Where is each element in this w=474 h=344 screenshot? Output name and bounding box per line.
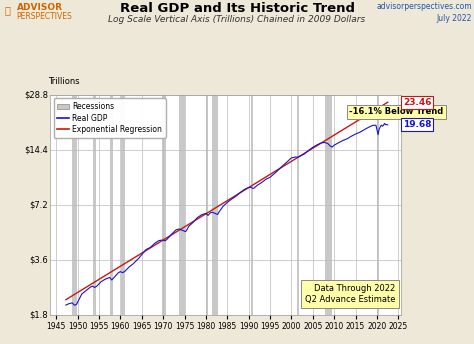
Bar [206,95,208,315]
Text: Data Through 2022
Q2 Advance Estimate: Data Through 2022 Q2 Advance Estimate [305,284,395,304]
Text: $1.8: $1.8 [29,310,48,319]
Text: Trillions: Trillions [48,77,80,86]
Bar [325,95,332,315]
Text: ⭐: ⭐ [5,5,10,15]
Text: 23.46: 23.46 [403,98,431,107]
Text: Real GDP and Its Historic Trend: Real GDP and Its Historic Trend [119,2,355,15]
Text: advisorperspectives.com
July 2022: advisorperspectives.com July 2022 [376,2,472,22]
Text: $28.8: $28.8 [24,90,48,99]
Text: $14.4: $14.4 [24,145,48,154]
Text: 19.68: 19.68 [403,120,431,129]
Bar [72,95,76,315]
Bar [251,95,253,315]
Text: $3.6: $3.6 [29,255,48,264]
Legend: Recessions, Real GDP, Exponential Regression: Recessions, Real GDP, Exponential Regres… [54,98,165,138]
Bar [121,95,125,315]
Bar [377,95,379,315]
Bar [162,95,166,315]
Text: Log Scale Vertical Axis (Trillions) Chained in 2009 Dollars: Log Scale Vertical Axis (Trillions) Chai… [109,15,365,24]
Text: PERSPECTIVES: PERSPECTIVES [17,12,73,21]
Bar [297,95,299,315]
Text: $7.2: $7.2 [29,200,48,209]
Bar [92,95,96,315]
Bar [212,95,218,315]
Bar [109,95,113,315]
Text: ADVISOR: ADVISOR [17,3,63,12]
Text: -16.1% Below Trend: -16.1% Below Trend [349,107,444,116]
Bar [179,95,184,315]
